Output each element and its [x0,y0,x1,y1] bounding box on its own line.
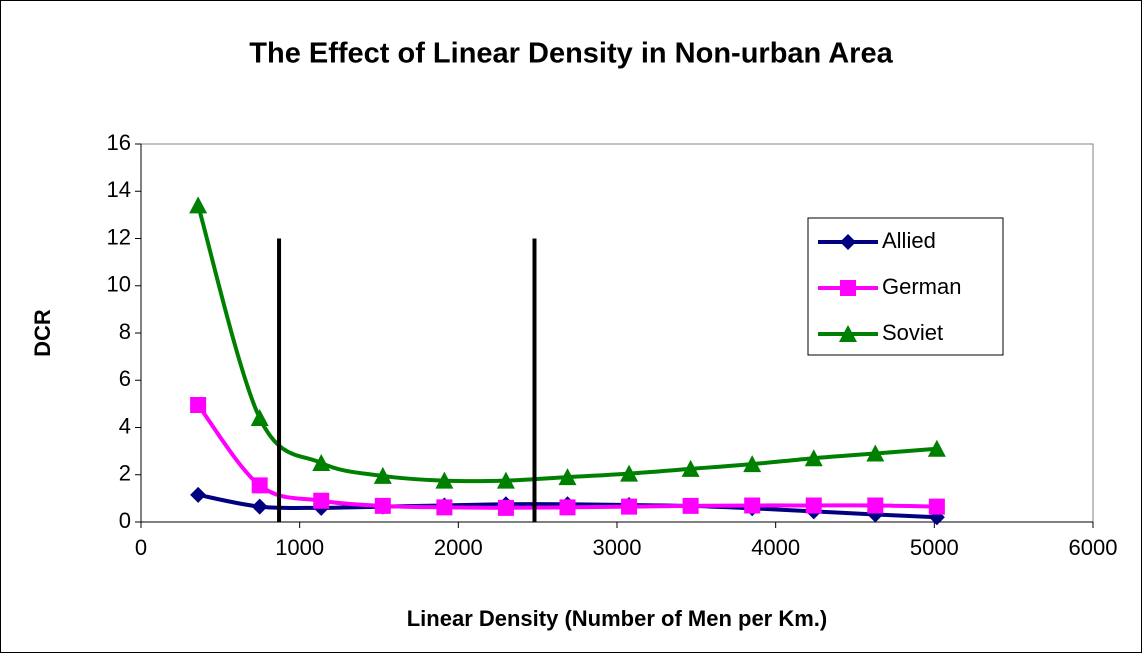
marker [189,196,208,214]
x-axis-label: Linear Density (Number of Men per Km.) [407,606,828,631]
y-tick-label: 8 [119,319,131,344]
marker [928,498,945,515]
marker [804,449,823,467]
marker [927,439,946,457]
y-tick-label: 6 [119,366,131,391]
x-tick-label: 0 [135,535,147,560]
y-tick-label: 14 [107,177,131,202]
marker [251,498,268,515]
marker [682,497,699,514]
x-tick-label: 5000 [910,535,959,560]
marker [190,486,207,503]
marker [496,471,515,489]
marker [373,466,392,484]
marker [621,498,638,515]
marker [805,497,822,514]
marker [251,477,268,494]
marker [250,409,269,427]
x-tick-label: 2000 [434,535,483,560]
marker [558,468,577,486]
marker [435,471,454,489]
y-tick-label: 12 [107,224,131,249]
y-tick-label: 0 [119,508,131,533]
chart-title: The Effect of Linear Density in Non-urba… [249,38,893,70]
marker [313,492,330,509]
y-tick-label: 4 [119,413,131,438]
marker [620,464,639,482]
marker [374,497,391,514]
marker [436,499,453,516]
marker [190,397,207,414]
marker [867,497,884,514]
legend-label: Allied [882,228,936,253]
legend-marker [840,280,856,296]
marker [559,499,576,516]
legend-marker [839,325,857,342]
legend-marker [840,234,856,250]
marker [497,499,514,516]
x-tick-label: 1000 [275,535,324,560]
x-tick-label: 4000 [751,535,800,560]
x-tick-label: 3000 [593,535,642,560]
legend-label: German [882,274,961,299]
y-tick-label: 16 [107,130,131,155]
marker [312,453,331,471]
marker [744,497,761,514]
y-tick-label: 10 [107,272,131,297]
marker [681,459,700,477]
marker [743,455,762,473]
marker [866,444,885,462]
y-tick-label: 2 [119,461,131,486]
x-tick-label: 6000 [1069,535,1118,560]
y-axis-label: DCR [30,309,55,357]
legend-label: Soviet [882,320,943,345]
